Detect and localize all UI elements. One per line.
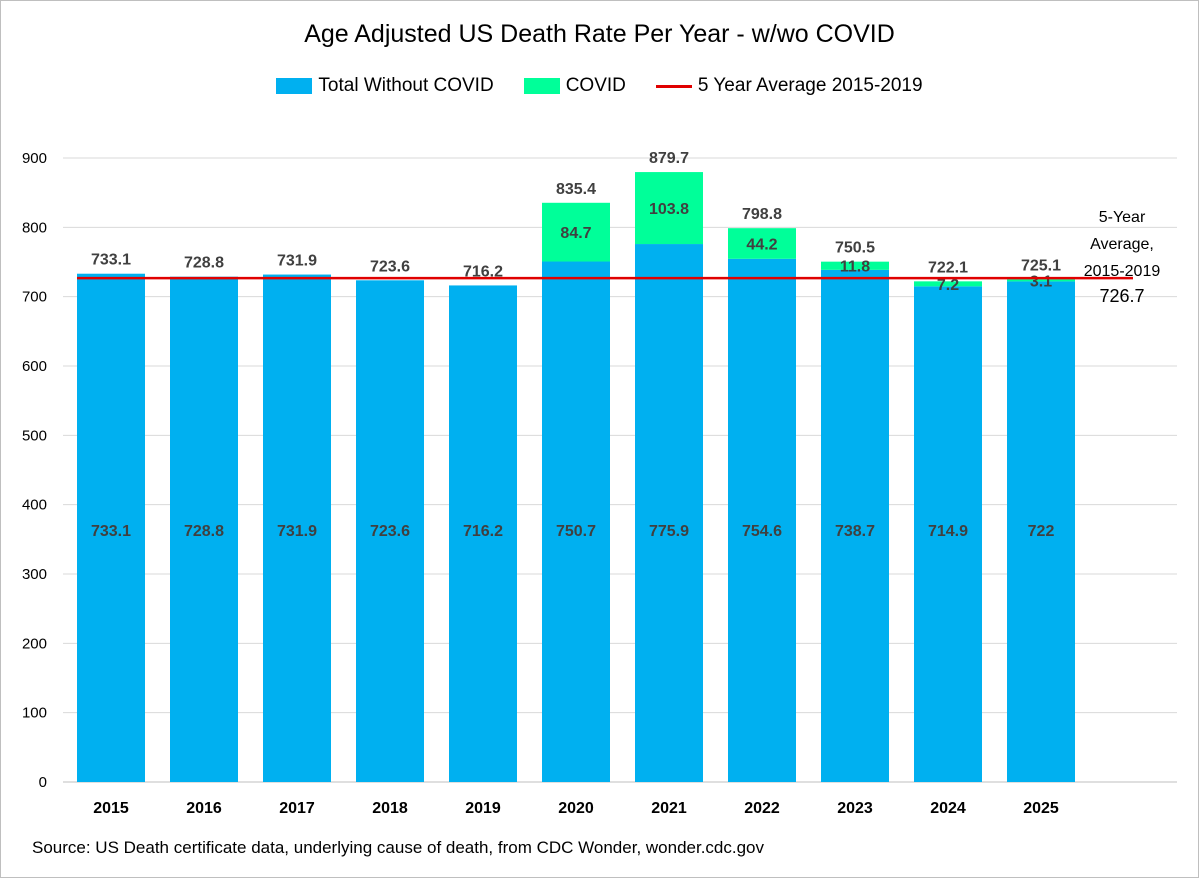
data-label-total-without-covid: 750.7 xyxy=(556,523,596,540)
data-label-total-without-covid: 731.9 xyxy=(277,523,317,540)
bar-total-without-covid xyxy=(914,286,982,782)
x-tick-label: 2025 xyxy=(1023,800,1059,817)
data-label-covid: 11.8 xyxy=(840,259,870,276)
data-label-total: 728.8 xyxy=(184,255,224,272)
data-label-total-without-covid: 775.9 xyxy=(649,523,689,540)
y-tick-label: 700 xyxy=(22,289,47,306)
data-label-total: 879.7 xyxy=(649,150,689,167)
x-tick-label: 2017 xyxy=(279,800,315,817)
legend-item-covid: COVID xyxy=(523,75,626,97)
data-label-total-without-covid: 722 xyxy=(1028,523,1055,540)
legend-label-total-without-covid: Total Without COVID xyxy=(318,75,494,96)
data-label-total-without-covid: 738.7 xyxy=(835,523,875,540)
chart-title: Age Adjusted US Death Rate Per Year - w/… xyxy=(304,20,895,48)
bar-covid xyxy=(542,202,610,262)
legend-label-covid: COVID xyxy=(565,75,626,96)
x-tick-label: 2019 xyxy=(465,800,501,817)
bar-covid xyxy=(728,228,796,259)
legend-swatch-covid xyxy=(523,78,560,94)
data-label-total: 725.1 xyxy=(1021,257,1061,274)
bar-total-without-covid xyxy=(356,280,424,782)
legend-swatch-total-without-covid xyxy=(276,78,313,94)
bar-total-without-covid xyxy=(1007,281,1075,782)
bar-total-without-covid xyxy=(170,276,238,782)
bar-covid xyxy=(1007,279,1075,282)
bar-covid xyxy=(914,281,982,287)
bar-covid xyxy=(821,261,889,270)
reference-note-line: 2015-2019 xyxy=(1084,263,1161,280)
data-label-total-without-covid: 754.6 xyxy=(742,523,782,540)
bar-total-without-covid xyxy=(728,258,796,782)
bar-total-without-covid xyxy=(263,274,331,782)
data-label-covid: 103.8 xyxy=(649,201,689,218)
bar-total-without-covid xyxy=(635,244,703,782)
y-tick-label: 800 xyxy=(22,219,47,236)
chart-legend: Total Without COVID COVID 5 Year Average… xyxy=(0,75,1199,97)
reference-note-line: Average, xyxy=(1090,236,1154,253)
data-label-total: 723.6 xyxy=(370,258,410,275)
data-label-total: 722.1 xyxy=(928,259,968,276)
data-label-total-without-covid: 714.9 xyxy=(928,523,968,540)
y-tick-label: 200 xyxy=(22,635,47,652)
bar-total-without-covid xyxy=(449,285,517,782)
legend-swatch-five-year-average xyxy=(655,84,692,88)
bar-covid xyxy=(635,172,703,245)
data-label-total: 798.8 xyxy=(742,206,782,223)
reference-note-value: 726.7 xyxy=(1099,286,1144,306)
bar-total-without-covid xyxy=(542,261,610,783)
data-label-total: 716.2 xyxy=(463,263,503,280)
data-label-covid: 44.2 xyxy=(746,236,777,253)
y-tick-label: 100 xyxy=(22,705,47,722)
data-label-total-without-covid: 728.8 xyxy=(184,523,224,540)
y-tick-label: 600 xyxy=(22,358,47,375)
data-label-total-without-covid: 716.2 xyxy=(463,523,503,540)
y-tick-label: 400 xyxy=(22,497,47,514)
data-label-covid: 84.7 xyxy=(560,225,591,242)
x-tick-label: 2018 xyxy=(372,800,408,817)
data-label-total: 731.9 xyxy=(277,253,317,270)
y-tick-label: 300 xyxy=(22,566,47,583)
source-note: Source: US Death certificate data, under… xyxy=(32,838,765,857)
data-label-total: 835.4 xyxy=(556,181,596,198)
legend-label-five-year-average: 5 Year Average 2015-2019 xyxy=(697,75,923,96)
y-tick-label: 900 xyxy=(22,150,47,167)
data-label-total: 750.5 xyxy=(835,240,875,257)
data-label-total: 733.1 xyxy=(91,252,131,269)
x-tick-label: 2021 xyxy=(651,800,687,817)
data-label-total-without-covid: 733.1 xyxy=(91,523,131,540)
reference-note-line: 5-Year xyxy=(1099,209,1146,226)
legend-item-five-year-average: 5 Year Average 2015-2019 xyxy=(655,75,923,97)
data-label-covid: 3.1 xyxy=(1030,273,1052,290)
legend-item-total-without-covid: Total Without COVID xyxy=(276,75,494,97)
bar-total-without-covid xyxy=(77,273,145,782)
y-tick-label: 500 xyxy=(22,427,47,444)
x-tick-label: 2020 xyxy=(558,800,594,817)
y-tick-label: 0 xyxy=(39,774,47,791)
x-tick-label: 2023 xyxy=(837,800,873,817)
x-tick-label: 2024 xyxy=(930,800,966,817)
data-label-total-without-covid: 723.6 xyxy=(370,523,410,540)
x-tick-label: 2015 xyxy=(93,800,129,817)
x-tick-label: 2016 xyxy=(186,800,222,817)
x-tick-label: 2022 xyxy=(744,800,780,817)
data-label-covid: 7.2 xyxy=(937,277,959,294)
bar-total-without-covid xyxy=(821,269,889,782)
